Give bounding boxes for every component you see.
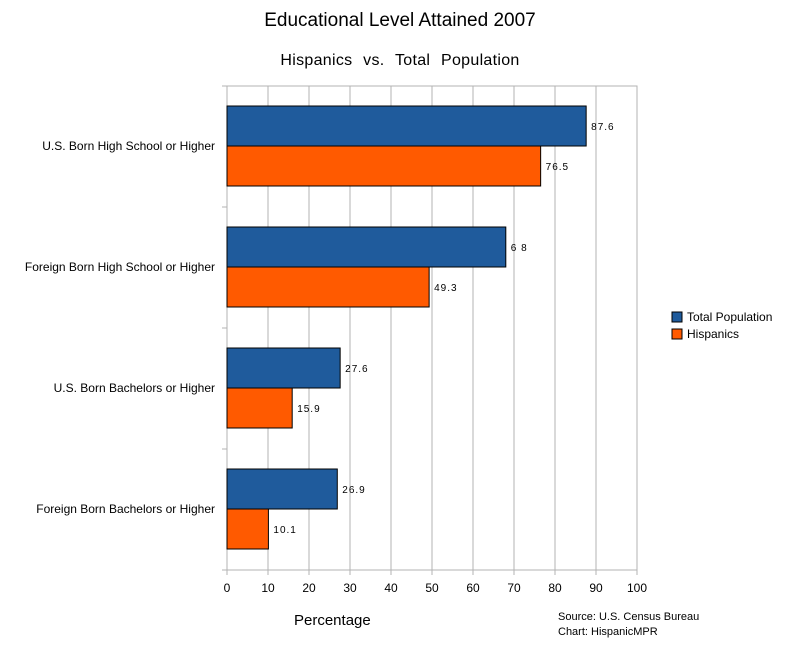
data-label: 49.3 <box>434 283 457 294</box>
chart-credit-line: Chart: HispanicMPR <box>558 626 658 638</box>
x-tick-label: 70 <box>507 581 521 595</box>
data-label: 87.6 <box>591 122 614 133</box>
source-note: Source: U.S. Census Bureau Chart: Hispan… <box>558 610 699 640</box>
x-tick-label: 30 <box>343 581 357 595</box>
bar-hispanics <box>226 145 542 187</box>
chart-title: Educational Level Attained 2007 <box>264 10 536 31</box>
bar-hispanics <box>226 266 430 308</box>
chart-subtitle: Hispanics vs. Total Population <box>280 52 520 69</box>
x-tick-label: 80 <box>548 581 562 595</box>
data-label: 27.6 <box>345 364 368 375</box>
category-label: U.S. Born High School or Higher <box>42 139 215 153</box>
legend-swatch <box>671 328 683 340</box>
x-tick-label: 50 <box>425 581 439 595</box>
x-tick-label: 90 <box>589 581 603 595</box>
x-tick-label: 60 <box>466 581 480 595</box>
legend-label: Total Population <box>687 310 772 324</box>
data-label: 6 8 <box>511 243 528 254</box>
data-label: 10.1 <box>273 525 296 536</box>
legend-label: Hispanics <box>687 327 739 341</box>
category-label: Foreign Born High School or Higher <box>25 260 215 274</box>
bar-total-population <box>226 105 587 147</box>
data-label: 15.9 <box>297 404 320 415</box>
x-tick-label: 100 <box>627 581 647 595</box>
x-axis-label: Percentage <box>294 612 371 629</box>
bar-total-population <box>226 347 341 389</box>
bar-hispanics <box>226 387 293 429</box>
bar-total-population <box>226 468 338 510</box>
legend-swatch <box>671 311 683 323</box>
category-label: Foreign Born Bachelors or Higher <box>36 502 215 516</box>
x-tick-label: 40 <box>384 581 398 595</box>
data-label: 26.9 <box>342 485 365 496</box>
category-label: U.S. Born Bachelors or Higher <box>54 381 215 395</box>
source-line: Source: U.S. Census Bureau <box>558 611 700 623</box>
bar-hispanics <box>226 508 269 550</box>
x-tick-label: 20 <box>302 581 316 595</box>
x-tick-label: 10 <box>261 581 275 595</box>
bar-total-population <box>226 226 507 268</box>
data-label: 76.5 <box>546 162 569 173</box>
x-tick-label: 0 <box>224 581 231 595</box>
